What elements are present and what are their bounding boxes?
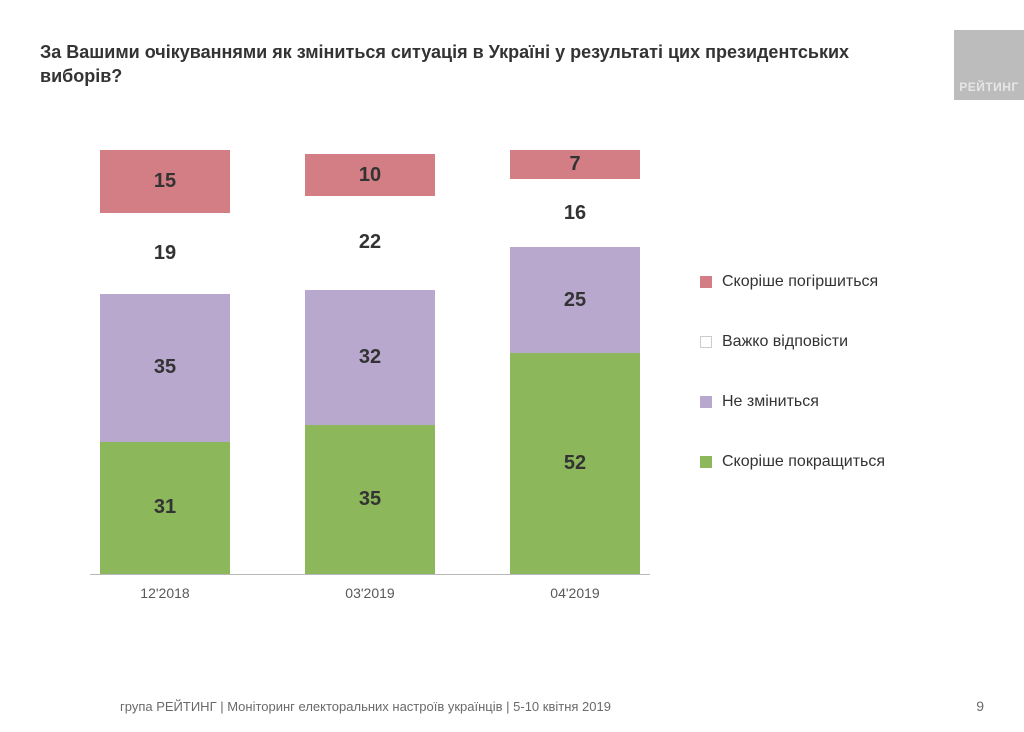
bar-segment-improve: 52 (510, 353, 640, 573)
legend-label: Важко відповісти (722, 333, 848, 351)
bar-segment-worsen: 10 (305, 154, 435, 196)
x-axis-label: 12'2018 (100, 585, 230, 601)
page-title: За Вашими очікуваннями як зміниться ситу… (40, 40, 900, 89)
x-axis-labels: 12'2018 03'2019 04'2019 (90, 585, 650, 601)
legend-item-improve: Скоріше покращиться (700, 453, 885, 471)
bar-segment-hard_say: 22 (305, 196, 435, 289)
bar-column: 35322210 (305, 154, 435, 574)
x-axis-label: 03'2019 (305, 585, 435, 601)
legend-item-hard_say: Важко відповісти (700, 333, 885, 351)
bar-segment-worsen: 7 (510, 150, 640, 180)
bar-column: 31351915 (100, 150, 230, 574)
chart-container: 31351915353222105225167 12'201803'201904… (40, 144, 984, 601)
chart-legend: Скоріше погіршиться Важко відповісти Не зм… (700, 273, 885, 471)
bar-segment-hard_say: 16 (510, 179, 640, 247)
bar-segment-improve: 31 (100, 442, 230, 573)
stacked-bar: 35322210 (305, 154, 435, 574)
bar-segment-worsen: 15 (100, 150, 230, 214)
x-axis-label: 04'2019 (510, 585, 640, 601)
stacked-bar: 31351915 (100, 150, 230, 574)
brand-logo: РЕЙТИНГ (954, 30, 1024, 100)
legend-label: Скоріше покращиться (722, 453, 885, 471)
bar-column: 5225167 (510, 150, 640, 574)
bar-segment-no_change: 32 (305, 290, 435, 426)
stacked-bar: 5225167 (510, 150, 640, 574)
legend-label: Скоріше погіршиться (722, 273, 878, 291)
legend-label: Не зміниться (722, 393, 819, 411)
x-axis-line (90, 574, 650, 575)
bar-segment-no_change: 25 (510, 247, 640, 353)
legend-item-no_change: Не зміниться (700, 393, 885, 411)
legend-swatch (700, 456, 712, 468)
footer-text: група РЕЙТИНГ | Моніторинг електоральних… (120, 699, 611, 714)
bars-row: 31351915353222105225167 (90, 144, 650, 574)
bar-segment-no_change: 35 (100, 294, 230, 442)
bar-segment-improve: 35 (305, 425, 435, 573)
legend-swatch (700, 396, 712, 408)
page-number: 9 (976, 698, 984, 714)
legend-swatch (700, 276, 712, 288)
chart-area: 31351915353222105225167 12'201803'201904… (90, 144, 650, 601)
legend-item-worsen: Скоріше погіршиться (700, 273, 885, 291)
legend-swatch (700, 336, 712, 348)
bar-segment-hard_say: 19 (100, 213, 230, 294)
